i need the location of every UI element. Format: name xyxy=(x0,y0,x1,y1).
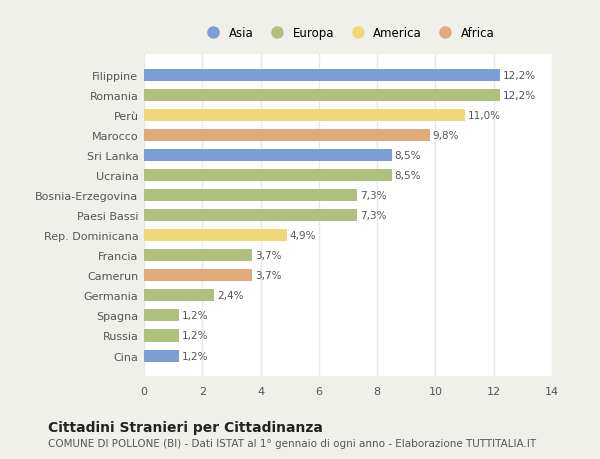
Text: 12,2%: 12,2% xyxy=(502,71,536,81)
Text: 7,3%: 7,3% xyxy=(359,211,386,221)
Text: 7,3%: 7,3% xyxy=(359,191,386,201)
Text: 2,4%: 2,4% xyxy=(217,291,244,301)
Text: COMUNE DI POLLONE (BI) - Dati ISTAT al 1° gennaio di ogni anno - Elaborazione TU: COMUNE DI POLLONE (BI) - Dati ISTAT al 1… xyxy=(48,438,536,448)
Bar xyxy=(144,130,430,142)
Bar xyxy=(144,310,179,322)
Text: 12,2%: 12,2% xyxy=(502,91,536,101)
Bar xyxy=(144,330,179,342)
Bar xyxy=(144,210,357,222)
Text: 1,2%: 1,2% xyxy=(182,311,208,321)
Bar xyxy=(144,270,252,282)
Text: 9,8%: 9,8% xyxy=(433,131,459,141)
Text: Cittadini Stranieri per Cittadinanza: Cittadini Stranieri per Cittadinanza xyxy=(48,420,323,434)
Bar xyxy=(144,230,287,242)
Text: 1,2%: 1,2% xyxy=(182,351,208,361)
Bar xyxy=(144,350,179,362)
Bar xyxy=(144,110,464,122)
Bar xyxy=(144,190,357,202)
Bar xyxy=(144,70,500,82)
Text: 1,2%: 1,2% xyxy=(182,331,208,341)
Bar xyxy=(144,170,392,182)
Text: 3,7%: 3,7% xyxy=(255,251,281,261)
Text: 11,0%: 11,0% xyxy=(467,111,500,121)
Bar xyxy=(144,150,392,162)
Bar xyxy=(144,250,252,262)
Text: 8,5%: 8,5% xyxy=(395,151,421,161)
Text: 8,5%: 8,5% xyxy=(395,171,421,181)
Text: 4,9%: 4,9% xyxy=(290,231,316,241)
Legend: Asia, Europa, America, Africa: Asia, Europa, America, Africa xyxy=(197,22,499,45)
Bar xyxy=(144,90,500,102)
Bar xyxy=(144,290,214,302)
Text: 3,7%: 3,7% xyxy=(255,271,281,281)
